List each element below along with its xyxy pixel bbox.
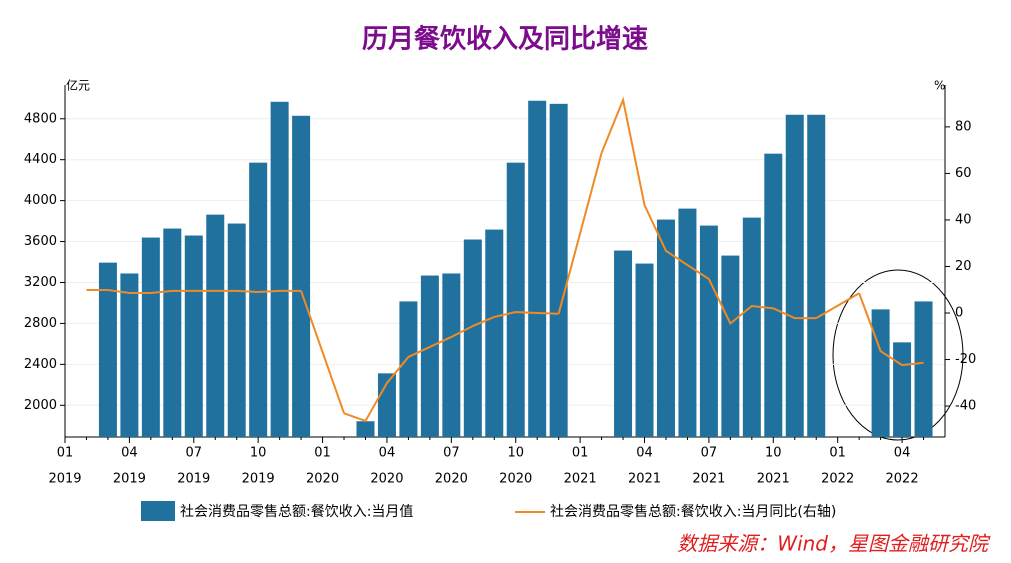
y2-tick-label: 40 xyxy=(955,212,972,227)
gap-connector xyxy=(557,152,603,314)
line-series xyxy=(343,311,559,423)
bar xyxy=(549,103,568,437)
bar xyxy=(463,239,482,437)
y2-tick-label: 60 xyxy=(955,166,972,181)
bar xyxy=(807,114,826,438)
bar xyxy=(163,228,182,437)
bar xyxy=(184,235,203,437)
x-year-label: 2022 xyxy=(886,472,919,487)
bar xyxy=(635,263,654,437)
bar xyxy=(206,214,225,437)
y2-tick-label: 80 xyxy=(955,119,972,134)
bar xyxy=(893,342,912,437)
y2-tick-label: 0 xyxy=(955,305,963,320)
gap-connector xyxy=(300,290,345,414)
bar xyxy=(292,115,311,438)
y-tick-label: 4800 xyxy=(24,111,57,126)
gap-connector xyxy=(815,292,860,319)
x-year-label: 2020 xyxy=(499,472,532,487)
bar xyxy=(120,273,139,437)
x-tick-label: 04 xyxy=(379,446,396,461)
y-tick-label: 2400 xyxy=(24,357,57,372)
bar xyxy=(721,255,740,437)
y2-unit: % xyxy=(934,79,945,93)
bar xyxy=(742,217,761,437)
x-year-label: 2022 xyxy=(821,472,854,487)
y-tick-label: 4000 xyxy=(24,193,57,208)
bar xyxy=(528,100,547,437)
bar xyxy=(227,223,246,437)
bar xyxy=(614,250,633,437)
y-tick-label: 3200 xyxy=(24,275,57,290)
x-tick-label: 10 xyxy=(250,446,267,461)
y2-tick-label: -20 xyxy=(955,352,976,367)
y-unit: 亿元 xyxy=(66,78,90,93)
bar xyxy=(506,162,525,438)
source-note: 数据来源：Wind，星图金融研究院 xyxy=(677,532,991,556)
legend-swatch xyxy=(141,501,175,521)
bar xyxy=(678,208,697,437)
line-series xyxy=(86,288,302,294)
bar xyxy=(270,101,289,437)
x-year-label: 2020 xyxy=(306,472,339,487)
bar xyxy=(764,153,783,437)
bar xyxy=(485,229,504,437)
x-tick-label: 10 xyxy=(507,446,524,461)
bar xyxy=(399,301,418,437)
x-year-label: 2020 xyxy=(370,472,403,487)
x-tick-label: 07 xyxy=(186,446,203,461)
bar xyxy=(356,421,375,437)
x-tick-label: 04 xyxy=(121,446,138,461)
y-tick-label: 3600 xyxy=(24,234,57,249)
bar xyxy=(98,262,117,437)
x-year-label: 2021 xyxy=(757,472,790,487)
x-year-label: 2019 xyxy=(177,472,210,487)
y2-tick-label: -40 xyxy=(955,399,976,414)
x-tick-label: 01 xyxy=(572,446,589,461)
line-series xyxy=(600,96,817,326)
legend-label: 社会消费品零售总额:餐饮收入:当月值 xyxy=(180,504,413,520)
bar xyxy=(442,273,461,437)
y-tick-label: 2800 xyxy=(24,316,57,331)
bar xyxy=(871,309,890,437)
x-tick-label: 01 xyxy=(314,446,331,461)
x-year-label: 2021 xyxy=(692,472,725,487)
x-tick-label: 01 xyxy=(57,446,74,461)
bar xyxy=(141,237,160,437)
bar xyxy=(699,225,718,437)
bar xyxy=(914,301,933,437)
x-year-label: 2019 xyxy=(48,472,81,487)
x-year-label: 2021 xyxy=(564,472,597,487)
x-tick-label: 04 xyxy=(636,446,653,461)
chart-title: 历月餐饮收入及同比增速 xyxy=(362,24,648,55)
x-year-label: 2021 xyxy=(628,472,661,487)
bar xyxy=(249,162,268,438)
x-tick-label: 04 xyxy=(894,446,911,461)
legend-label: 社会消费品零售总额:餐饮收入:当月同比(右轴) xyxy=(550,504,836,520)
y2-tick-label: 20 xyxy=(955,259,972,274)
x-tick-label: 07 xyxy=(443,446,460,461)
bar xyxy=(656,219,675,437)
x-tick-label: 10 xyxy=(765,446,782,461)
x-tick-label: 07 xyxy=(701,446,718,461)
line-series xyxy=(858,292,924,367)
highlight-ellipse xyxy=(832,269,964,441)
x-tick-label: 01 xyxy=(829,446,846,461)
x-year-label: 2019 xyxy=(242,472,275,487)
y-tick-label: 2000 xyxy=(24,398,57,413)
bar xyxy=(420,275,439,437)
x-year-label: 2020 xyxy=(435,472,468,487)
x-year-label: 2019 xyxy=(113,472,146,487)
bar xyxy=(785,114,804,438)
y-tick-label: 4400 xyxy=(24,152,57,167)
